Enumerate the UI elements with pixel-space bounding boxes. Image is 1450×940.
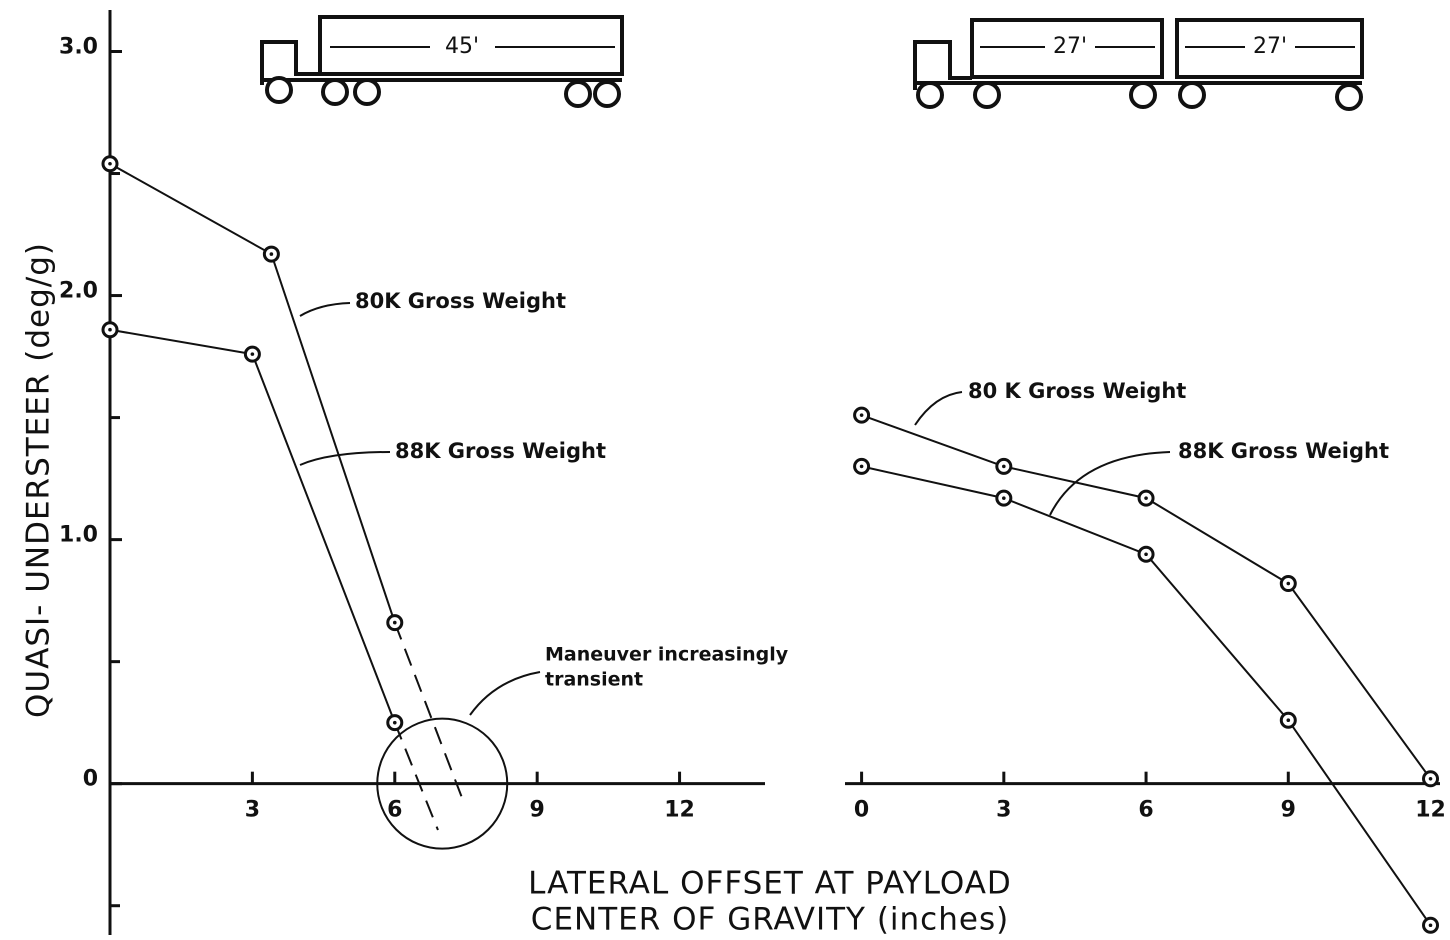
x-tick-label: 6 xyxy=(387,798,402,823)
point-dot xyxy=(1428,776,1433,781)
annotation: Maneuver increasingly xyxy=(545,644,789,666)
y-axis-title: QUASI- UNDERSTEER (deg/g) xyxy=(21,242,57,718)
series-line xyxy=(109,162,396,623)
label-leader xyxy=(914,391,963,426)
point-dot xyxy=(1428,923,1433,928)
x-tick-label: 9 xyxy=(530,798,545,823)
series-label: 88K Gross Weight xyxy=(395,439,606,463)
point-dot xyxy=(392,620,397,625)
series-line xyxy=(109,328,396,724)
trailer-length: 45' xyxy=(445,34,479,59)
x-tick-label: 6 xyxy=(1138,798,1153,823)
point-dot xyxy=(1144,552,1148,557)
y-tick-label: 1.0 xyxy=(59,523,98,548)
point-dot xyxy=(250,352,255,356)
point-dot xyxy=(859,464,864,469)
point-dot xyxy=(392,720,397,725)
point-dot xyxy=(1002,496,1006,500)
x-tick-label: 3 xyxy=(996,798,1011,823)
point-dot xyxy=(859,413,864,417)
x-tick-label: 12 xyxy=(1415,798,1446,823)
x-tick-label: 9 xyxy=(1281,798,1296,823)
series-line xyxy=(861,414,1432,780)
annotation: transient xyxy=(545,669,643,691)
trailer-length: 27' xyxy=(1053,34,1087,59)
point-dot xyxy=(1144,496,1148,500)
series-line xyxy=(861,465,1432,926)
point-dot xyxy=(1286,581,1291,586)
series-label: 80K Gross Weight xyxy=(355,289,566,313)
x-tick-label: 12 xyxy=(664,798,695,823)
truck-double-trailer: 27' 27' xyxy=(913,18,1364,111)
point-dot xyxy=(1286,718,1291,723)
point-dot xyxy=(108,161,112,166)
series-label: 88K Gross Weight xyxy=(1178,439,1389,463)
x-axis-title: LATERAL OFFSET AT PAYLOAD xyxy=(528,866,1012,902)
extrapolation xyxy=(393,622,466,804)
series-label: 80 K Gross Weight xyxy=(968,379,1186,403)
x-axis-title: CENTER OF GRAVITY (inches) xyxy=(531,902,1009,938)
annotation-leader xyxy=(469,671,541,716)
extrapolation xyxy=(393,722,439,831)
point-dot xyxy=(269,252,274,256)
x-tick-label: 0 xyxy=(854,798,869,823)
label-leader xyxy=(299,451,391,466)
x-tick-label: 3 xyxy=(245,798,260,823)
y-tick-label: 0 xyxy=(83,767,98,792)
point-dot xyxy=(108,327,112,332)
label-leader xyxy=(299,302,351,317)
point-dot xyxy=(1002,464,1006,469)
y-tick-label: 2.0 xyxy=(59,279,98,304)
label-leader xyxy=(1049,451,1171,516)
y-tick-label: 3.0 xyxy=(59,34,98,59)
trailer-length: 27' xyxy=(1253,34,1287,59)
transient-region xyxy=(376,717,509,850)
truck-single-trailer: 45' xyxy=(260,15,624,108)
